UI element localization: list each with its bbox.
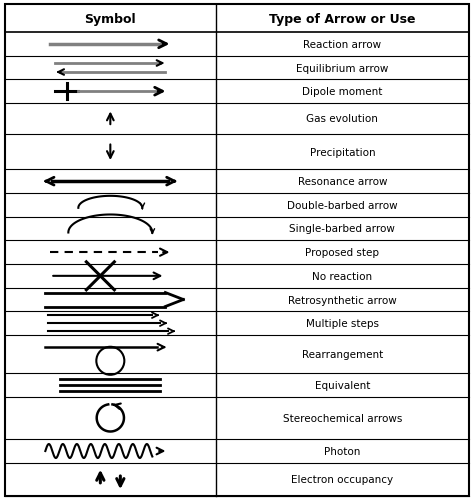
Text: Reaction arrow: Reaction arrow bbox=[303, 40, 382, 50]
Text: Equilibrium arrow: Equilibrium arrow bbox=[296, 64, 389, 73]
Text: Rearrangement: Rearrangement bbox=[302, 349, 383, 359]
Text: Resonance arrow: Resonance arrow bbox=[298, 177, 387, 187]
Text: Gas evolution: Gas evolution bbox=[306, 114, 378, 124]
Text: Type of Arrow or Use: Type of Arrow or Use bbox=[269, 13, 416, 26]
Text: No reaction: No reaction bbox=[312, 272, 373, 281]
Text: Electron occupancy: Electron occupancy bbox=[291, 474, 393, 484]
Text: Single-barbed arrow: Single-barbed arrow bbox=[290, 224, 395, 234]
Text: Stereochemical arrows: Stereochemical arrows bbox=[283, 413, 402, 423]
Text: Double-barbed arrow: Double-barbed arrow bbox=[287, 200, 398, 210]
Text: Precipitation: Precipitation bbox=[310, 147, 375, 157]
Text: Proposed step: Proposed step bbox=[305, 247, 379, 258]
Text: Photon: Photon bbox=[324, 446, 361, 456]
Text: Equivalent: Equivalent bbox=[315, 380, 370, 390]
Text: Dipole moment: Dipole moment bbox=[302, 87, 383, 97]
Text: Symbol: Symbol bbox=[84, 13, 136, 26]
Text: Retrosynthetic arrow: Retrosynthetic arrow bbox=[288, 295, 397, 305]
Text: Multiple steps: Multiple steps bbox=[306, 319, 379, 329]
